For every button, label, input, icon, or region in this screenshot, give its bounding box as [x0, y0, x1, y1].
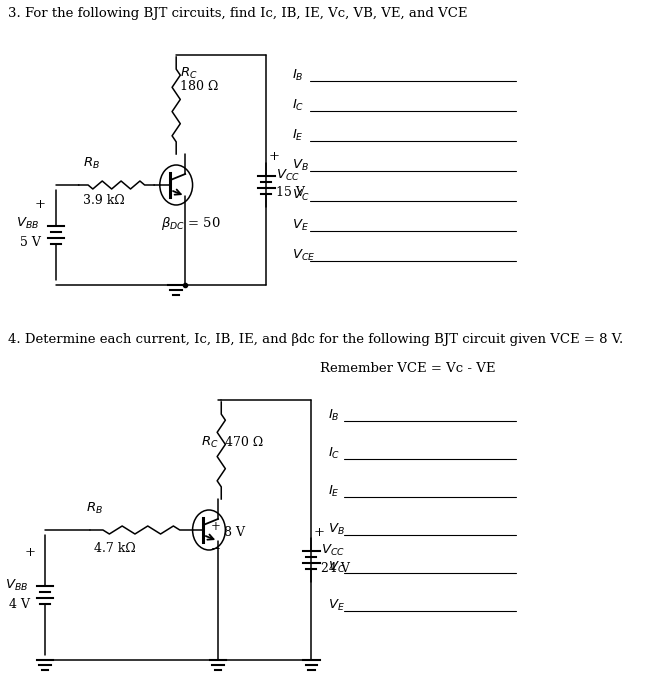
- Text: +: +: [211, 520, 220, 533]
- Text: $I_C$: $I_C$: [328, 445, 340, 460]
- Text: 180 Ω: 180 Ω: [181, 79, 218, 92]
- Text: $I_B$: $I_B$: [291, 68, 303, 83]
- Text: $R_B$: $R_B$: [86, 501, 103, 516]
- Text: 15 V: 15 V: [276, 186, 305, 199]
- Text: +: +: [269, 150, 280, 163]
- Text: $I_C$: $I_C$: [291, 98, 304, 113]
- Text: $V_E$: $V_E$: [328, 598, 345, 613]
- Text: 4.7 kΩ: 4.7 kΩ: [95, 542, 136, 555]
- Text: −: −: [211, 542, 220, 555]
- Text: $R_C$: $R_C$: [201, 434, 218, 449]
- Text: $\beta_{DC}$ = 50: $\beta_{DC}$ = 50: [162, 214, 221, 232]
- Text: +: +: [35, 199, 46, 212]
- Text: $R_B$: $R_B$: [83, 156, 100, 171]
- Text: $V_C$: $V_C$: [291, 187, 309, 203]
- Text: +: +: [314, 525, 325, 538]
- Text: 470 Ω: 470 Ω: [224, 436, 263, 449]
- Text: $I_E$: $I_E$: [291, 128, 303, 143]
- Text: 8 V: 8 V: [224, 525, 244, 538]
- Text: 24 V: 24 V: [321, 561, 350, 574]
- Text: 4 V: 4 V: [9, 598, 31, 611]
- Text: 3. For the following BJT circuits, find Ic, IB, IE, Vc, VB, VE, and VCE: 3. For the following BJT circuits, find …: [8, 8, 467, 20]
- Text: 4. Determine each current, Ic, IB, IE, and βdc for the following BJT circuit giv: 4. Determine each current, Ic, IB, IE, a…: [8, 333, 623, 346]
- Text: $V_{CC}$: $V_{CC}$: [321, 542, 345, 557]
- Text: $V_{BB}$: $V_{BB}$: [16, 215, 39, 231]
- Text: $V_{CC}$: $V_{CC}$: [276, 167, 300, 182]
- Text: 3.9 kΩ: 3.9 kΩ: [83, 193, 125, 206]
- Text: $V_C$: $V_C$: [328, 559, 346, 574]
- Text: $I_B$: $I_B$: [328, 408, 340, 423]
- Text: $V_B$: $V_B$: [328, 521, 345, 537]
- Text: $V_{BB}$: $V_{BB}$: [5, 577, 29, 593]
- Text: $I_E$: $I_E$: [328, 484, 340, 499]
- Text: $V_E$: $V_E$: [291, 217, 308, 232]
- Text: Remember VCE = Vc - VE: Remember VCE = Vc - VE: [319, 361, 495, 374]
- Text: 5 V: 5 V: [20, 236, 41, 249]
- Text: $V_B$: $V_B$: [291, 158, 308, 173]
- Text: $V_{CE}$: $V_{CE}$: [291, 247, 315, 262]
- Text: +: +: [24, 546, 35, 559]
- Text: $R_C$: $R_C$: [181, 66, 198, 81]
